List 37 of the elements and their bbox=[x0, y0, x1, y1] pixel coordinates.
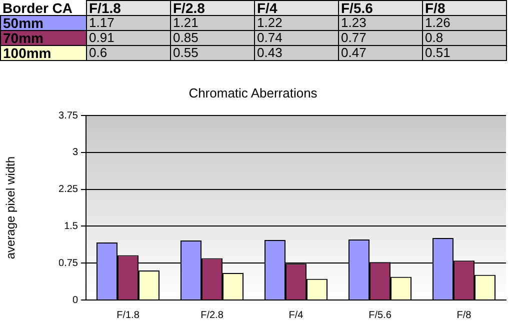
y-axis-title: average pixel width bbox=[4, 156, 18, 260]
data-label: 0.55 bbox=[170, 45, 254, 60]
y-tick-label: 3.75 bbox=[58, 110, 78, 122]
x-tick-label: F/5.6 bbox=[368, 310, 392, 321]
data-label: 1.26 bbox=[422, 15, 506, 30]
category-label: F/2.8 bbox=[173, 0, 205, 16]
x-tick-label: F/1.8 bbox=[116, 310, 140, 321]
data-label: 0.43 bbox=[254, 45, 338, 60]
chart-title: Chromatic Aberrations bbox=[188, 85, 318, 100]
data-label: 0.6 bbox=[86, 45, 170, 60]
y-tick-label: 0.75 bbox=[58, 258, 78, 269]
data-label: 1.22 bbox=[254, 15, 338, 30]
data-label: 0.47 bbox=[338, 45, 422, 60]
text: 50mm bbox=[2, 16, 44, 31]
data-label: 1.21 bbox=[170, 15, 254, 30]
text: 100mm bbox=[2, 46, 52, 61]
x-tick-label: F/4 bbox=[288, 310, 304, 321]
data-label: 0.91 bbox=[86, 30, 170, 46]
data-label: 0.85 bbox=[170, 30, 254, 46]
y-tick-label: 3 bbox=[72, 147, 78, 158]
category-label: F/8 bbox=[425, 0, 446, 16]
data-label: 0.51 bbox=[422, 45, 506, 60]
data-label: 1.23 bbox=[338, 15, 422, 30]
category-label: F/5.6 bbox=[341, 0, 373, 16]
category-label: F/4 bbox=[257, 0, 278, 16]
text: 70mm bbox=[2, 30, 44, 46]
x-tick-label: F/2.8 bbox=[200, 310, 224, 321]
data-label: 0.74 bbox=[254, 30, 338, 46]
y-tick-label: 2.25 bbox=[58, 184, 78, 196]
data-label: 0.77 bbox=[338, 30, 422, 46]
data-label: 0.8 bbox=[422, 30, 506, 46]
y-tick-label: 0 bbox=[72, 294, 78, 306]
y-tick-label: 1.5 bbox=[64, 220, 78, 232]
data-label: 1.17 bbox=[86, 15, 170, 30]
legend-title: Border CA bbox=[0, 0, 86, 16]
x-tick-label: F/8 bbox=[456, 310, 472, 321]
category-label: F/1.8 bbox=[89, 0, 121, 16]
